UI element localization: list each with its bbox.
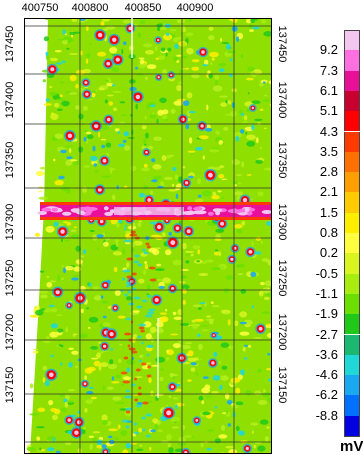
legend-unit-label: mV: [340, 438, 363, 455]
legend-value-label: -6.2: [315, 387, 338, 403]
legend-color-swatch: [344, 354, 360, 376]
legend-color-swatch: [344, 212, 360, 233]
legend-value-label: -0.5: [315, 265, 338, 281]
legend-value-label: 4.3: [319, 123, 338, 139]
easting-tick-label: 400800: [71, 2, 109, 14]
legend-value-label: -2.7: [315, 326, 338, 342]
legend-value-label: 5.1: [319, 103, 338, 119]
legend-value-label: 2.8: [319, 164, 338, 180]
magnetic-survey-map[interactable]: [24, 18, 272, 454]
legend-value-label: -1.9: [315, 306, 338, 322]
legend-color-swatch: [344, 131, 360, 152]
legend-color-swatch: [344, 50, 360, 71]
legend-color-swatch: [344, 415, 360, 437]
legend-color-swatch: [344, 90, 360, 112]
legend-value-label: 0.8: [319, 225, 338, 240]
legend-color-swatch: [344, 375, 360, 396]
legend-value-label: 7.3: [319, 62, 338, 78]
legend-color-swatch: [344, 273, 360, 294]
easting-tick-label: 400750: [21, 2, 59, 14]
legend-color-swatch: [344, 192, 360, 213]
legend-color-swatch: [344, 395, 360, 416]
legend-color-swatch: [344, 293, 360, 315]
legend-color-swatch: [344, 30, 360, 52]
easting-tick-label: 400850: [124, 2, 162, 14]
legend-value-label: 0.2: [319, 245, 338, 261]
legend-color-swatch: [344, 253, 360, 274]
legend-value-label: -8.8: [315, 407, 338, 423]
legend-value-label: -3.6: [315, 346, 338, 362]
legend-color-swatch: [344, 70, 360, 91]
legend-color-swatch: [344, 314, 360, 335]
survey-grid-image: [24, 18, 272, 454]
legend-color-swatch: [344, 111, 360, 132]
easting-tick-label: 400900: [176, 2, 214, 14]
legend-value-label: 3.5: [319, 143, 338, 159]
legend-value-label: 6.1: [319, 82, 338, 98]
legend-color-swatch: [344, 172, 360, 193]
legend-value-label: -4.6: [315, 367, 338, 383]
legend-value-label: 2.1: [319, 184, 338, 200]
legend-color-swatch: [344, 233, 360, 254]
legend-color-swatch: [344, 334, 360, 355]
legend-value-label: 1.5: [319, 204, 338, 220]
legend-value-label: 9.2: [319, 42, 338, 58]
legend-value-label: -1.1: [315, 285, 338, 301]
legend-color-swatch: [344, 151, 360, 173]
